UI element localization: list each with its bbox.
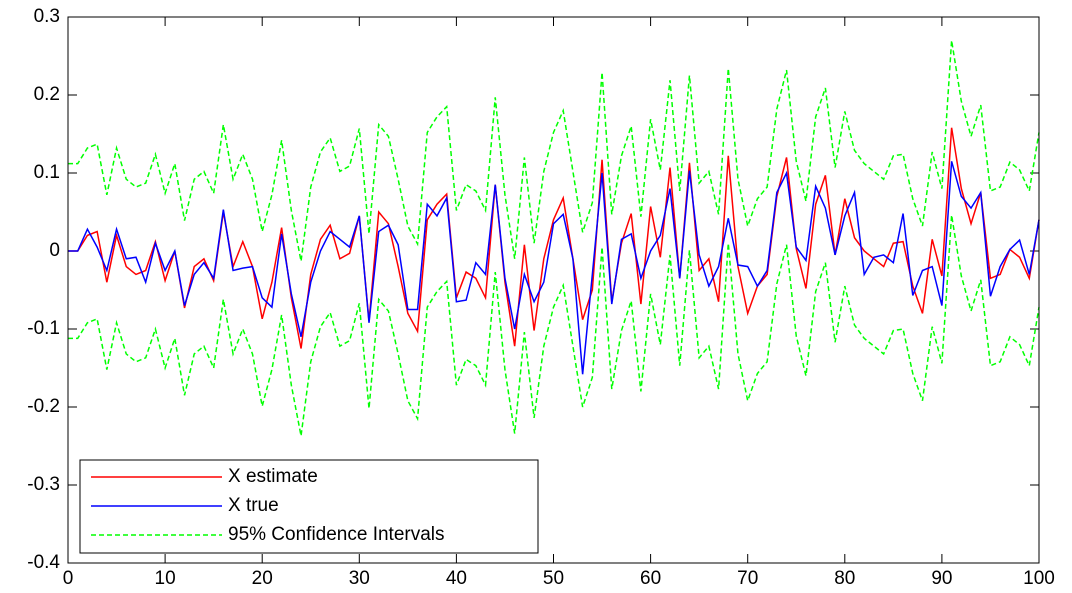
y-tick-label: -0.3 [27,474,60,495]
x-tick-label: 70 [737,568,758,589]
legend-label: X true [228,495,279,516]
x-tick-label: 20 [252,568,273,589]
legend-label: 95% Confidence Intervals [228,524,445,545]
x-tick-label: 50 [543,568,564,589]
y-tick-label: 0.2 [34,84,60,105]
y-tick-label: 0.1 [34,162,60,183]
x-tick-label: 60 [640,568,661,589]
x-tick-label: 10 [155,568,176,589]
x-tick-label: 30 [349,568,370,589]
y-tick-label: -0.4 [27,552,60,573]
y-tick-label: -0.2 [27,396,60,417]
y-tick-label: 0.3 [34,6,60,27]
y-tick-label: 0 [49,240,60,261]
series-line [68,40,1040,262]
y-tick-label: -0.1 [27,318,60,339]
series-line [68,215,1040,437]
x-tick-label: 40 [446,568,467,589]
x-tick-label: 90 [931,568,952,589]
x-tick-label: 100 [1023,568,1055,589]
x-tick-label: 80 [834,568,855,589]
legend-label: X estimate [228,466,318,487]
x-tick-label: 0 [63,568,74,589]
plot-frame [67,16,1040,564]
series-line [68,161,1040,375]
